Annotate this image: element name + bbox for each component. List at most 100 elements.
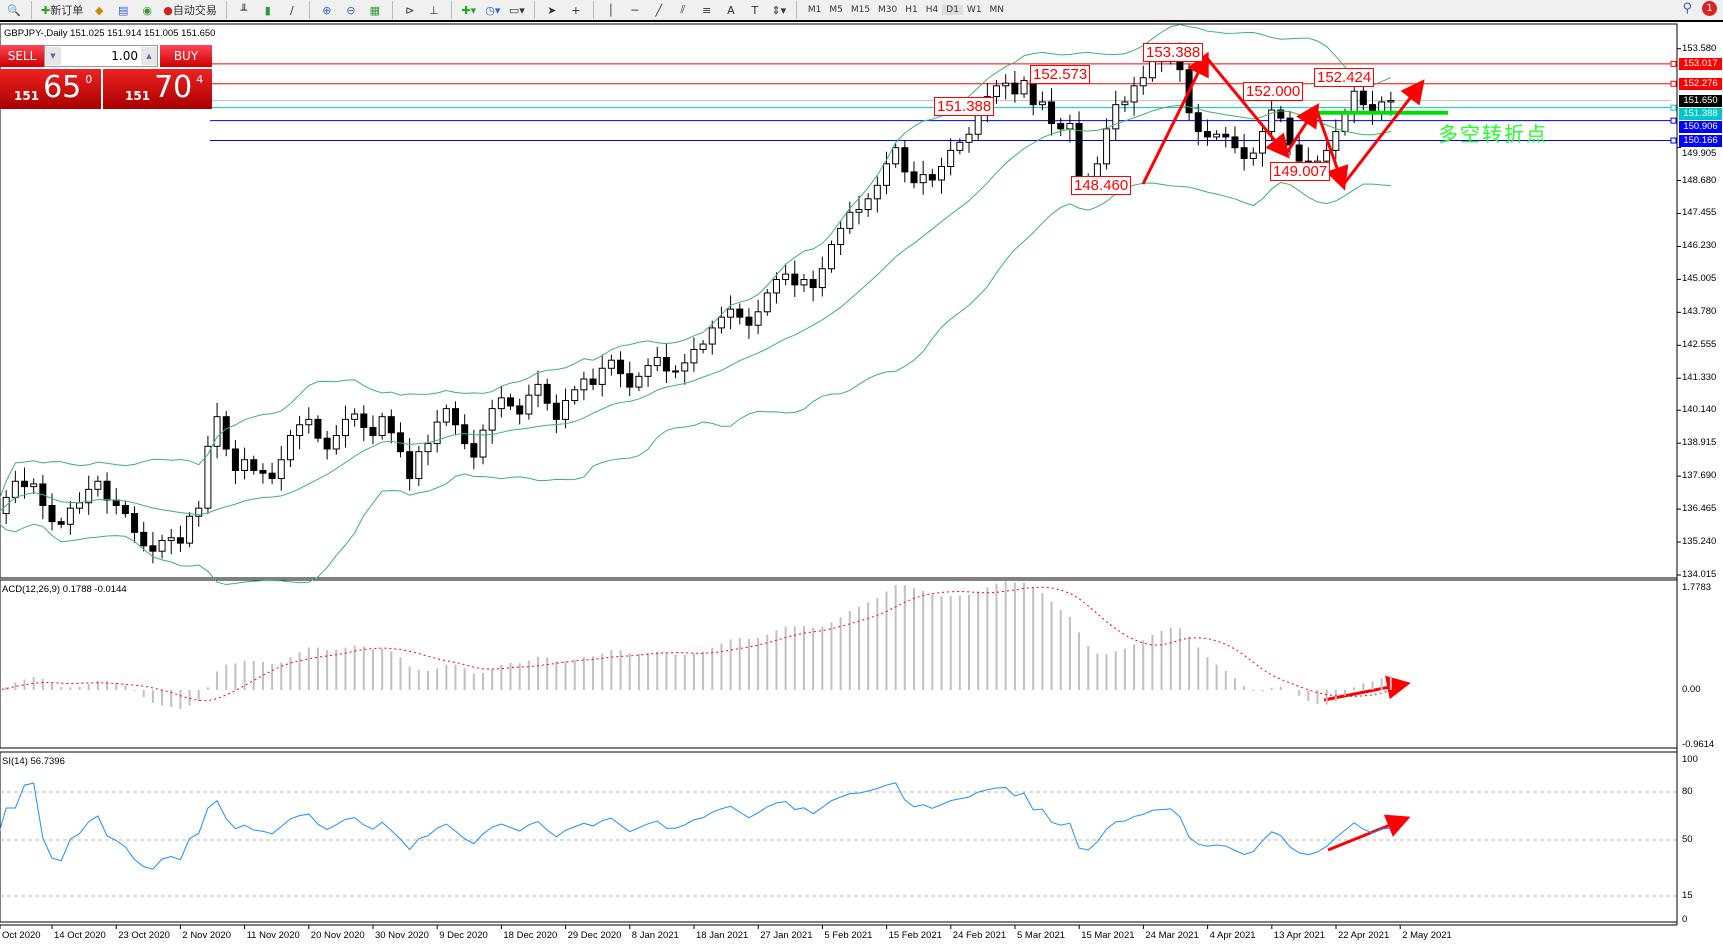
trendline-icon[interactable]: ╱ — [655, 3, 663, 17]
trend-arrow — [1314, 107, 1349, 191]
date-axis-label: 22 Apr 2021 — [1338, 930, 1390, 941]
price-level-handle — [1670, 104, 1677, 111]
timeframe-h4[interactable]: H4 — [925, 5, 939, 15]
auto-trading-button[interactable]: ● 自动交易 — [161, 1, 219, 19]
lot-decrease-icon[interactable]: ▼ — [45, 47, 61, 65]
chart-shift-icon[interactable]: ⊳ — [405, 3, 415, 17]
zoom-window-icon[interactable]: 🔍 — [7, 3, 21, 17]
candle-body — [892, 147, 900, 165]
buy-price-big-figure: 151 — [125, 89, 151, 103]
candle-body — [827, 244, 835, 270]
annotation-low[interactable]: 148.460 — [1071, 176, 1132, 195]
candle-body — [782, 273, 790, 281]
rsi-axis-label: 0 — [1682, 914, 1688, 925]
candle-body — [1359, 90, 1367, 106]
lot-increase-icon[interactable]: ▲ — [141, 47, 157, 65]
candle-body — [1249, 152, 1257, 159]
metaeditor-icon[interactable]: ◆ — [94, 3, 104, 17]
candle-body — [772, 279, 780, 294]
candle-body — [552, 402, 560, 420]
candle-body — [140, 531, 148, 547]
new-order-button[interactable]: ✚ 新订单 — [39, 1, 85, 19]
buy-price-fraction: 4 — [196, 73, 204, 86]
zoom-in-icon[interactable]: ⊕ — [322, 3, 332, 17]
candle-body — [1057, 122, 1065, 130]
timeframe-m5[interactable]: M5 — [829, 5, 843, 15]
annotation-label[interactable]: 149.007 — [1270, 162, 1331, 181]
timeframe-h1[interactable]: H1 — [905, 5, 918, 15]
cursor-icon[interactable]: ➤ — [547, 3, 557, 17]
channel-icon[interactable]: ⫽ — [680, 3, 686, 16]
separator — [533, 1, 535, 19]
candle-body — [250, 459, 258, 471]
sell-price-button[interactable]: 151 65 0 — [0, 69, 101, 109]
candle-body — [956, 141, 964, 151]
annotation-label[interactable]: 152.000 — [1243, 82, 1304, 101]
candle-body — [571, 389, 579, 402]
date-axis-label: 20 Nov 2020 — [310, 930, 365, 941]
search-icon[interactable]: ⚲ — [1682, 1, 1692, 16]
lot-size-field[interactable]: ▼ 1.00 ▲ — [44, 45, 158, 67]
candle-body — [131, 513, 139, 533]
bar-chart-icon[interactable]: ╨ — [240, 3, 248, 17]
candle-body — [204, 445, 212, 509]
date-axis-label: 18 Jan 2021 — [696, 930, 749, 941]
candle-body — [708, 327, 716, 345]
timeframe-m30[interactable]: M30 — [878, 5, 898, 15]
trend-arrow — [1341, 79, 1425, 186]
timeframe-m15[interactable]: M15 — [850, 5, 871, 15]
timeframe-w1[interactable]: W1 — [966, 5, 982, 15]
price-line-tag: 153.017 — [1679, 57, 1722, 70]
timeframe-mn[interactable]: MN — [989, 5, 1005, 15]
crosshair-icon[interactable]: + — [571, 3, 581, 17]
candle-body — [754, 311, 762, 326]
indicators-icon[interactable]: ✚▾ — [461, 3, 477, 17]
candle-body — [195, 507, 203, 517]
vertical-line-icon[interactable]: │ — [607, 3, 615, 17]
periods-icon[interactable]: ◷▾ — [485, 3, 501, 17]
line-chart-icon[interactable]: ∕ — [289, 3, 294, 17]
sell-button[interactable]: SELL — [0, 45, 44, 67]
horizontal-line-icon[interactable]: ─ — [631, 3, 639, 17]
buy-button[interactable]: BUY — [160, 45, 212, 67]
lot-size-value[interactable]: 1.00 — [111, 49, 138, 63]
price-axis-label: 153.580 — [1682, 42, 1717, 54]
annotation-label[interactable]: 152.573 — [1030, 65, 1091, 84]
candle-body — [1020, 79, 1028, 95]
macd-signal-line — [0, 586, 1391, 702]
candle-body — [213, 416, 221, 447]
arrows-icon[interactable]: ⇕▾ — [771, 3, 787, 17]
fibonacci-icon[interactable]: ≡ — [702, 3, 712, 17]
text-icon[interactable]: A — [727, 3, 735, 17]
macd-axis-label: 1.7783 — [1682, 582, 1712, 593]
notification-badge[interactable]: 1 — [1702, 1, 1717, 16]
buy-price-button[interactable]: 151 70 4 — [103, 69, 212, 109]
annotation-high[interactable]: 153.388 — [1143, 43, 1204, 62]
separator — [391, 1, 393, 19]
candle-body — [598, 367, 606, 385]
signals-icon[interactable]: ◉ — [142, 3, 153, 17]
timeframe-m1[interactable]: M1 — [807, 5, 822, 15]
candle-body — [653, 357, 661, 367]
tile-windows-icon[interactable]: ▦ — [369, 3, 381, 17]
autoscroll-icon[interactable]: ⊥ — [429, 3, 439, 17]
annotation-label[interactable]: 152.424 — [1314, 68, 1375, 87]
candlestick-icon[interactable]: ▮ — [264, 3, 271, 17]
candle-body — [1038, 101, 1046, 106]
candle-body — [1258, 131, 1266, 154]
timeframe-d1[interactable]: D1 — [942, 5, 963, 15]
terminal-icon[interactable]: ▤ — [118, 3, 129, 17]
date-axis-label: 4 Apr 2021 — [1209, 930, 1256, 941]
macd-axis-label: 0.00 — [1682, 684, 1701, 695]
turning-point-text[interactable]: 多空转折点 — [1438, 122, 1548, 146]
rsi-label: SI(14) 56.7396 — [2, 756, 65, 767]
templates-icon[interactable]: ▭▾ — [508, 3, 525, 17]
candle-body — [882, 163, 890, 186]
text-label-icon[interactable]: T — [751, 3, 759, 17]
date-axis-label: 11 Nov 2020 — [246, 930, 300, 941]
zoom-out-icon[interactable]: ⊖ — [346, 3, 356, 17]
date-axis-label: 5 Feb 2021 — [824, 930, 873, 941]
date-axis-label: 18 Dec 2020 — [503, 930, 558, 941]
annotation-label[interactable]: 151.388 — [934, 97, 995, 116]
